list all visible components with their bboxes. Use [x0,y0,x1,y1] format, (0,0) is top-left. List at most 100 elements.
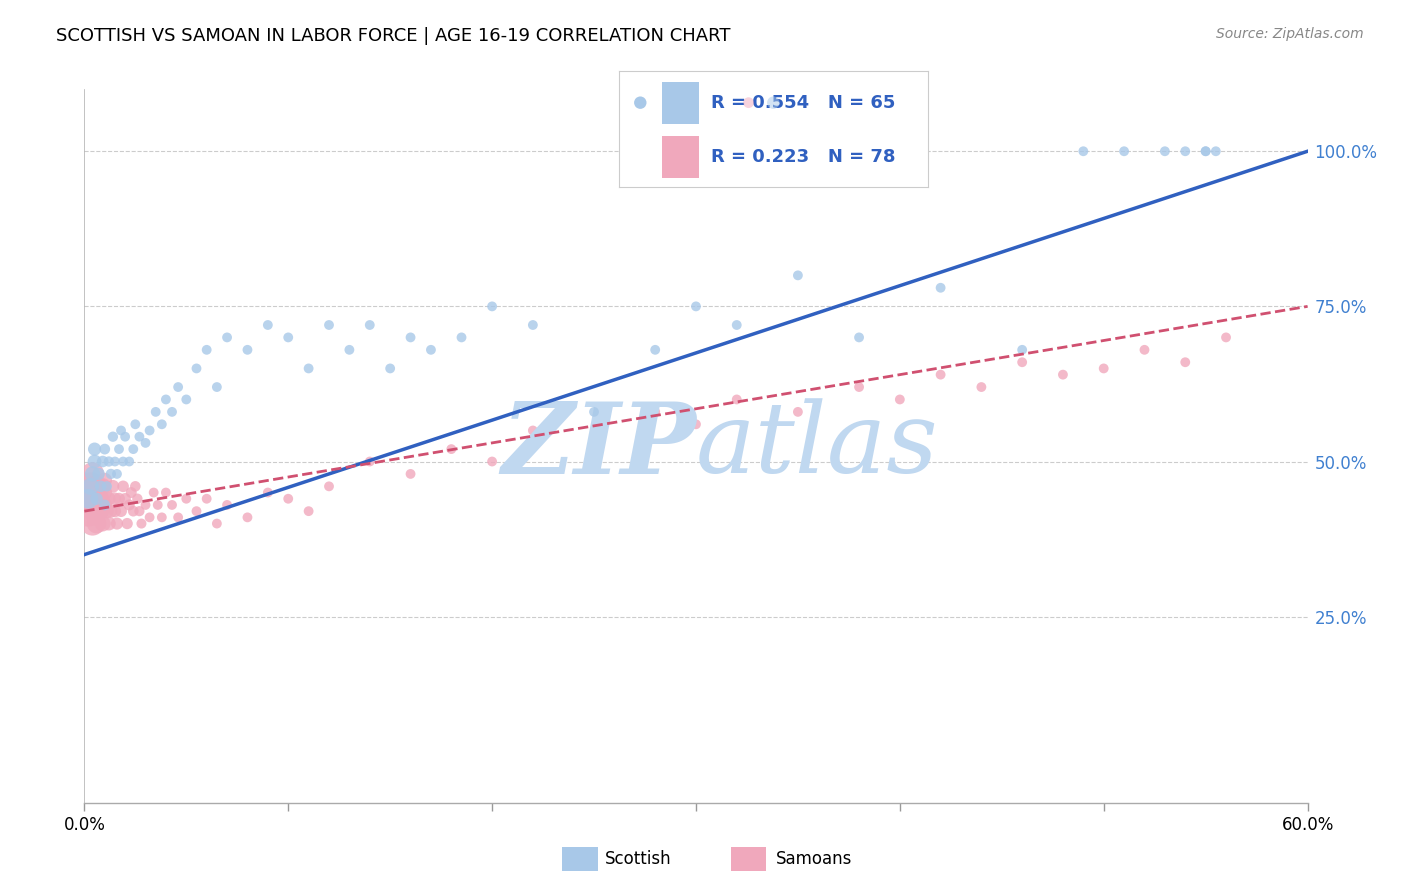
Point [195,491,218,506]
Text: R = 0.223   N = 78: R = 0.223 N = 78 [711,148,896,166]
Point [150,510,173,524]
Point [83,504,105,518]
Point [91,454,114,468]
Point [97,516,120,531]
Text: ZIP: ZIP [501,398,696,494]
Point [644,405,666,419]
Point [1215,330,1237,344]
Point [110,504,132,518]
Point [1174,145,1197,159]
Text: Scottish: Scottish [605,850,671,868]
Point [118,454,141,468]
Point [1174,355,1197,369]
Point [82,516,104,531]
Point [83,479,105,493]
Point [1133,343,1156,357]
Point [96,479,118,493]
Point [146,498,169,512]
Point [79,491,101,506]
Point [583,442,606,456]
Point [725,318,748,332]
Point [124,479,146,493]
Point [86,491,108,506]
Point [787,268,810,283]
Text: SCOTTISH VS SAMOAN IN LABOR FORCE | AGE 16-19 CORRELATION CHART: SCOTTISH VS SAMOAN IN LABOR FORCE | AGE … [56,27,731,45]
Point [1073,145,1095,159]
Point [205,516,228,531]
Point [83,442,105,456]
Point [110,424,132,438]
Point [83,491,105,506]
Point [1205,145,1227,159]
Point [160,405,183,419]
Point [522,318,544,332]
Point [257,318,280,332]
Point [725,392,748,407]
Point [1092,361,1115,376]
Point [929,368,952,382]
Point [1195,145,1218,159]
Point [93,498,117,512]
Bar [662,82,699,123]
Point [93,485,117,500]
Point [97,454,120,468]
Point [93,498,117,512]
Point [97,491,120,506]
Point [150,417,173,432]
Point [100,467,122,481]
Point [96,504,118,518]
Point [628,95,651,110]
Point [114,491,136,506]
Point [90,479,112,493]
Point [186,504,208,518]
Point [90,491,112,506]
Point [75,491,97,506]
Point [79,479,101,493]
Point [236,343,259,357]
Point [217,330,239,344]
Point [112,454,135,468]
Point [160,498,183,512]
Point [762,95,785,110]
Point [1154,145,1177,159]
Point [929,281,952,295]
Point [685,299,707,313]
Point [100,504,122,518]
Point [128,504,150,518]
Point [420,343,443,357]
Point [318,318,340,332]
Point [138,424,160,438]
Point [167,380,190,394]
Point [101,430,124,444]
Point [124,417,146,432]
Text: atlas: atlas [696,399,939,493]
Point [339,343,361,357]
Point [205,380,228,394]
Point [120,485,142,500]
Point [583,405,606,419]
Point [118,498,141,512]
Point [450,330,472,344]
Point [108,442,131,456]
Point [77,491,100,506]
Point [131,516,153,531]
Point [399,467,422,481]
Point [481,454,503,468]
Point [399,330,422,344]
Point [128,430,150,444]
Point [105,516,128,531]
Point [122,442,145,456]
Text: Samoans: Samoans [776,850,852,868]
Text: Source: ZipAtlas.com: Source: ZipAtlas.com [1216,27,1364,41]
Point [1011,343,1033,357]
Point [82,467,104,481]
Point [848,330,870,344]
Point [79,479,101,493]
Point [104,491,127,506]
Point [112,479,135,493]
Point [787,405,810,419]
Point [91,479,114,493]
Point [104,454,127,468]
Point [135,436,157,450]
Point [122,504,145,518]
